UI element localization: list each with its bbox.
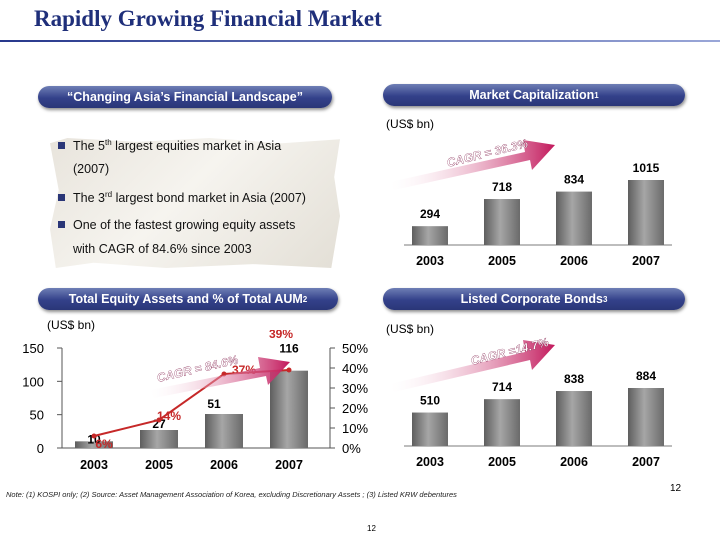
bar-value-label: 718 — [492, 180, 512, 194]
category-label: 2007 — [275, 458, 303, 472]
bullet-item-1-cont: (2007) — [73, 162, 110, 176]
aum-share-line — [93, 369, 290, 437]
title-divider — [0, 40, 720, 42]
bar — [556, 391, 592, 446]
bar — [412, 412, 448, 446]
bar — [628, 180, 664, 245]
y2-tick-label: 30% — [342, 381, 368, 396]
growth-arrow — [150, 357, 290, 398]
category-label: 2007 — [632, 254, 660, 268]
corporate-bonds-banner: Listed Corporate Bonds 3 — [383, 288, 685, 310]
bar — [205, 414, 243, 448]
category-label: 2005 — [488, 254, 516, 268]
bar — [628, 388, 664, 446]
footnote: Note: (1) KOSPI only; (2) Source: Asset … — [6, 490, 457, 499]
equity-assets-chart: 0501001500%10%20%30%40%50%10200327200551… — [22, 330, 368, 472]
y2-tick-label: 40% — [342, 361, 368, 376]
growth-arrow — [390, 340, 555, 392]
y2-tick-label: 0% — [342, 441, 361, 456]
bullet-panel — [50, 138, 340, 268]
line-point — [91, 433, 97, 439]
y2-tick-label: 20% — [342, 401, 368, 416]
category-label: 2005 — [145, 458, 173, 472]
page-number: 12 — [670, 483, 682, 494]
category-label: 2006 — [210, 458, 238, 472]
bullet-square-icon — [58, 221, 65, 229]
bar — [75, 441, 113, 448]
bar — [484, 199, 520, 245]
equity-assets-unit: (US$ bn) — [47, 318, 96, 332]
equity-assets-banner: Total Equity Assets and % of Total AUM 2 — [38, 288, 338, 310]
category-label: 2003 — [416, 455, 444, 469]
y2-tick-label: 10% — [342, 421, 368, 436]
category-label: 2007 — [632, 455, 660, 469]
bar — [556, 191, 592, 245]
category-label: 2003 — [80, 458, 108, 472]
bullet-item-3-cont: with CAGR of 84.6% since 2003 — [73, 242, 252, 256]
landscape-banner: “Changing Asia’s Financial Landscape” — [38, 86, 332, 108]
bar-value-label: 116 — [279, 342, 299, 356]
y-tick-label: 100 — [22, 374, 44, 389]
bar-value-label: 838 — [564, 372, 584, 386]
category-label: 2006 — [560, 254, 588, 268]
category-label: 2006 — [560, 455, 588, 469]
bar-value-label: 294 — [420, 207, 440, 221]
bar — [412, 226, 448, 245]
corporate-bonds-unit: (US$ bn) — [386, 322, 435, 336]
line-point-label: 6% — [95, 437, 113, 451]
line-point-label: 39% — [269, 330, 293, 341]
bar-value-label: 51 — [207, 397, 221, 411]
page-title: Rapidly Growing Financial Market — [34, 6, 382, 31]
y-tick-label: 150 — [22, 341, 44, 356]
category-label: 2005 — [488, 455, 516, 469]
bar — [484, 399, 520, 446]
bullet-item-1: The 5th largest equities market in Asia — [58, 138, 281, 153]
line-point — [156, 417, 162, 423]
bar-value-label: 1015 — [633, 161, 660, 175]
bullet-item-2: The 3rd largest bond market in Asia (200… — [58, 190, 306, 205]
market-cap-unit: (US$ bn) — [386, 117, 435, 131]
bar-value-label: 834 — [564, 173, 584, 187]
bar-value-label: 714 — [492, 380, 512, 394]
growth-arrow — [390, 140, 555, 190]
category-label: 2003 — [416, 254, 444, 268]
y2-tick-label: 50% — [342, 341, 368, 356]
line-point-label: 14% — [157, 409, 181, 423]
bullet-item-3: One of the fastest growing equity assets — [58, 218, 295, 232]
market-cap-banner: Market Capitalization 1 — [383, 84, 685, 106]
line-point — [286, 367, 292, 373]
bar-value-label: 510 — [420, 394, 440, 408]
page-number-bottom: 12 — [367, 524, 376, 533]
bullet-square-icon — [58, 142, 65, 150]
y-tick-label: 0 — [37, 441, 44, 456]
bar — [140, 430, 178, 448]
bar-value-label: 884 — [636, 369, 656, 383]
bullet-square-icon — [58, 194, 65, 202]
bar — [270, 370, 308, 448]
y-tick-label: 50 — [30, 408, 44, 423]
